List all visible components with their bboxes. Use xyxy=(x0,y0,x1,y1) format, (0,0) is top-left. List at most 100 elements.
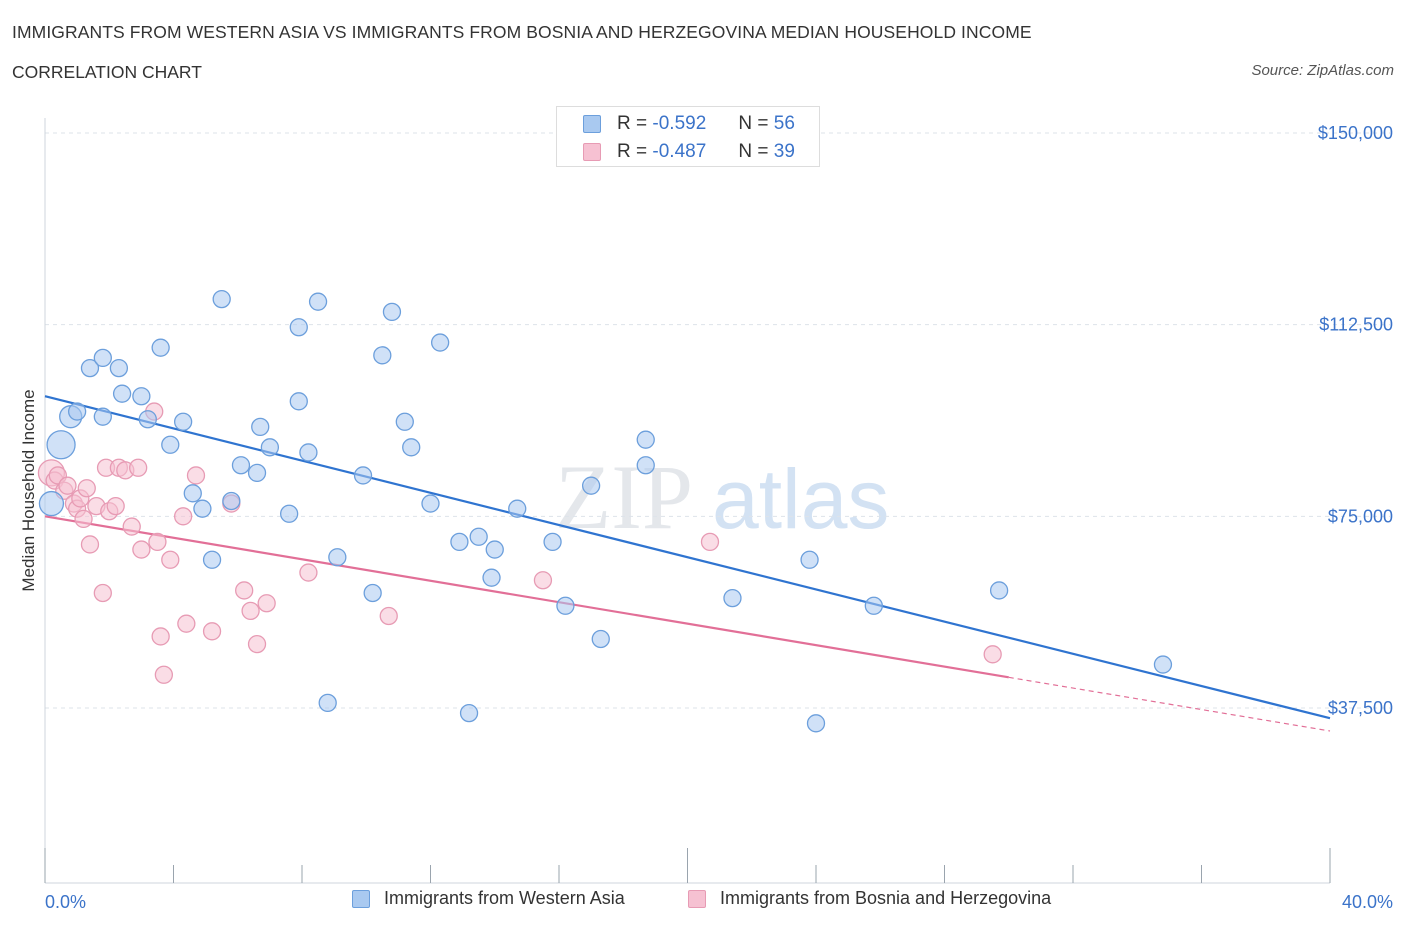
point-bosnia xyxy=(151,627,170,646)
stats-legend: R = -0.592 N = 56 R = -0.487 N = 39 xyxy=(556,106,820,167)
point-western-asia xyxy=(251,417,270,437)
point-bosnia xyxy=(983,645,1002,664)
point-western-asia xyxy=(485,540,504,559)
point-western-asia xyxy=(93,348,112,368)
y-axis-label: Median Household Income xyxy=(19,389,38,591)
point-western-asia xyxy=(636,456,655,475)
point-western-asia xyxy=(508,499,527,518)
point-western-asia xyxy=(482,568,501,587)
point-western-asia xyxy=(318,693,337,713)
point-western-asia xyxy=(556,596,575,615)
point-western-asia xyxy=(421,494,440,513)
point-western-asia xyxy=(989,581,1009,600)
legend-item-western-asia[interactable]: Immigrants from Western Asia xyxy=(352,888,625,909)
point-western-asia xyxy=(173,412,193,431)
trend-line-bosnia xyxy=(44,515,1009,679)
point-western-asia xyxy=(260,438,280,457)
point-western-asia xyxy=(543,532,562,552)
point-western-asia xyxy=(581,476,601,495)
axes: Median Household Income xyxy=(19,118,1331,884)
point-bosnia xyxy=(58,476,77,495)
point-bosnia xyxy=(77,479,96,498)
r-value-bosnia: -0.487 xyxy=(652,141,707,162)
bosnia-legend-swatch xyxy=(688,889,706,908)
data-points xyxy=(37,289,1173,733)
point-western-asia xyxy=(1153,655,1173,674)
point-bosnia xyxy=(533,571,553,590)
point-western-asia xyxy=(308,292,328,311)
point-western-asia xyxy=(289,392,308,411)
tick-labels: $37,500 $75,000 $112,500 $150,000 0.0% 40.0% xyxy=(45,123,1393,912)
point-western-asia xyxy=(212,289,231,309)
source-label: Source: ZipAtlas.com xyxy=(1251,62,1394,79)
point-western-asia xyxy=(864,596,883,615)
series-legend: Immigrants from Western Asia Immigrants … xyxy=(0,888,1406,918)
r-label: R = xyxy=(617,141,648,162)
trend-lines xyxy=(44,395,1331,732)
point-bosnia xyxy=(247,634,267,654)
point-western-asia xyxy=(193,499,212,518)
point-western-asia xyxy=(723,588,742,608)
western-asia-legend-swatch xyxy=(352,889,370,908)
point-western-asia xyxy=(459,703,479,723)
point-western-asia xyxy=(161,435,180,454)
point-bosnia xyxy=(173,507,193,526)
point-bosnia xyxy=(235,581,254,600)
point-western-asia xyxy=(450,532,469,552)
point-western-asia xyxy=(138,410,157,429)
point-western-asia xyxy=(430,333,450,352)
point-bosnia xyxy=(257,594,276,613)
trend-line-bosnia-extension xyxy=(1008,676,1331,732)
point-western-asia xyxy=(151,338,170,357)
point-western-asia xyxy=(80,358,100,378)
point-bosnia xyxy=(202,622,222,641)
point-western-asia xyxy=(109,358,129,378)
legend-item-bosnia[interactable]: Immigrants from Bosnia and Herzegovina xyxy=(688,888,1051,909)
trend-line-western-asia xyxy=(44,395,1331,720)
point-bosnia xyxy=(186,466,206,485)
n-value-bosnia: 39 xyxy=(773,141,795,162)
point-western-asia xyxy=(112,384,132,403)
point-western-asia xyxy=(395,412,414,431)
stats-row-bosnia: R = -0.487 N = 39 xyxy=(583,141,795,163)
watermark: ZIP atlas xyxy=(555,446,889,548)
point-bosnia xyxy=(106,496,125,516)
point-bosnia xyxy=(161,550,180,569)
r-value-western-asia: -0.592 xyxy=(652,113,707,134)
point-bosnia xyxy=(700,532,720,552)
bosnia-swatch xyxy=(583,143,601,161)
point-western-asia xyxy=(469,527,488,546)
point-bosnia xyxy=(177,614,196,633)
western-asia-swatch xyxy=(583,115,601,133)
point-bosnia xyxy=(148,532,167,552)
legend-label-western-asia: Immigrants from Western Asia xyxy=(384,888,625,908)
point-western-asia xyxy=(591,629,610,649)
y-tick-label: $150,000 xyxy=(1318,123,1393,143)
point-western-asia xyxy=(202,550,222,569)
watermark-atlas: atlas xyxy=(712,452,889,546)
point-western-asia xyxy=(353,466,373,485)
point-western-asia xyxy=(222,491,241,511)
n-label: N = xyxy=(738,141,769,162)
point-western-asia xyxy=(183,484,202,503)
y-tick-label: $75,000 xyxy=(1328,506,1393,526)
point-bosnia xyxy=(93,583,112,603)
stats-row-western-asia: R = -0.592 N = 56 xyxy=(583,113,795,135)
point-western-asia xyxy=(247,463,267,483)
n-label: N = xyxy=(738,113,769,134)
chart-subtitle: CORRELATION CHART xyxy=(12,62,202,82)
point-western-asia xyxy=(46,430,76,460)
point-western-asia xyxy=(38,490,65,517)
point-western-asia xyxy=(279,504,299,523)
point-bosnia xyxy=(74,509,93,529)
point-bosnia xyxy=(299,563,318,582)
point-bosnia xyxy=(154,665,174,684)
point-bosnia xyxy=(80,535,100,554)
point-western-asia xyxy=(373,346,392,365)
n-value-western-asia: 56 xyxy=(773,113,795,134)
point-western-asia xyxy=(132,387,151,406)
chart-title: IMMIGRANTS FROM WESTERN ASIA VS IMMIGRAN… xyxy=(12,22,1032,42)
point-bosnia xyxy=(379,606,398,626)
r-label: R = xyxy=(617,113,648,134)
point-bosnia xyxy=(129,458,148,477)
